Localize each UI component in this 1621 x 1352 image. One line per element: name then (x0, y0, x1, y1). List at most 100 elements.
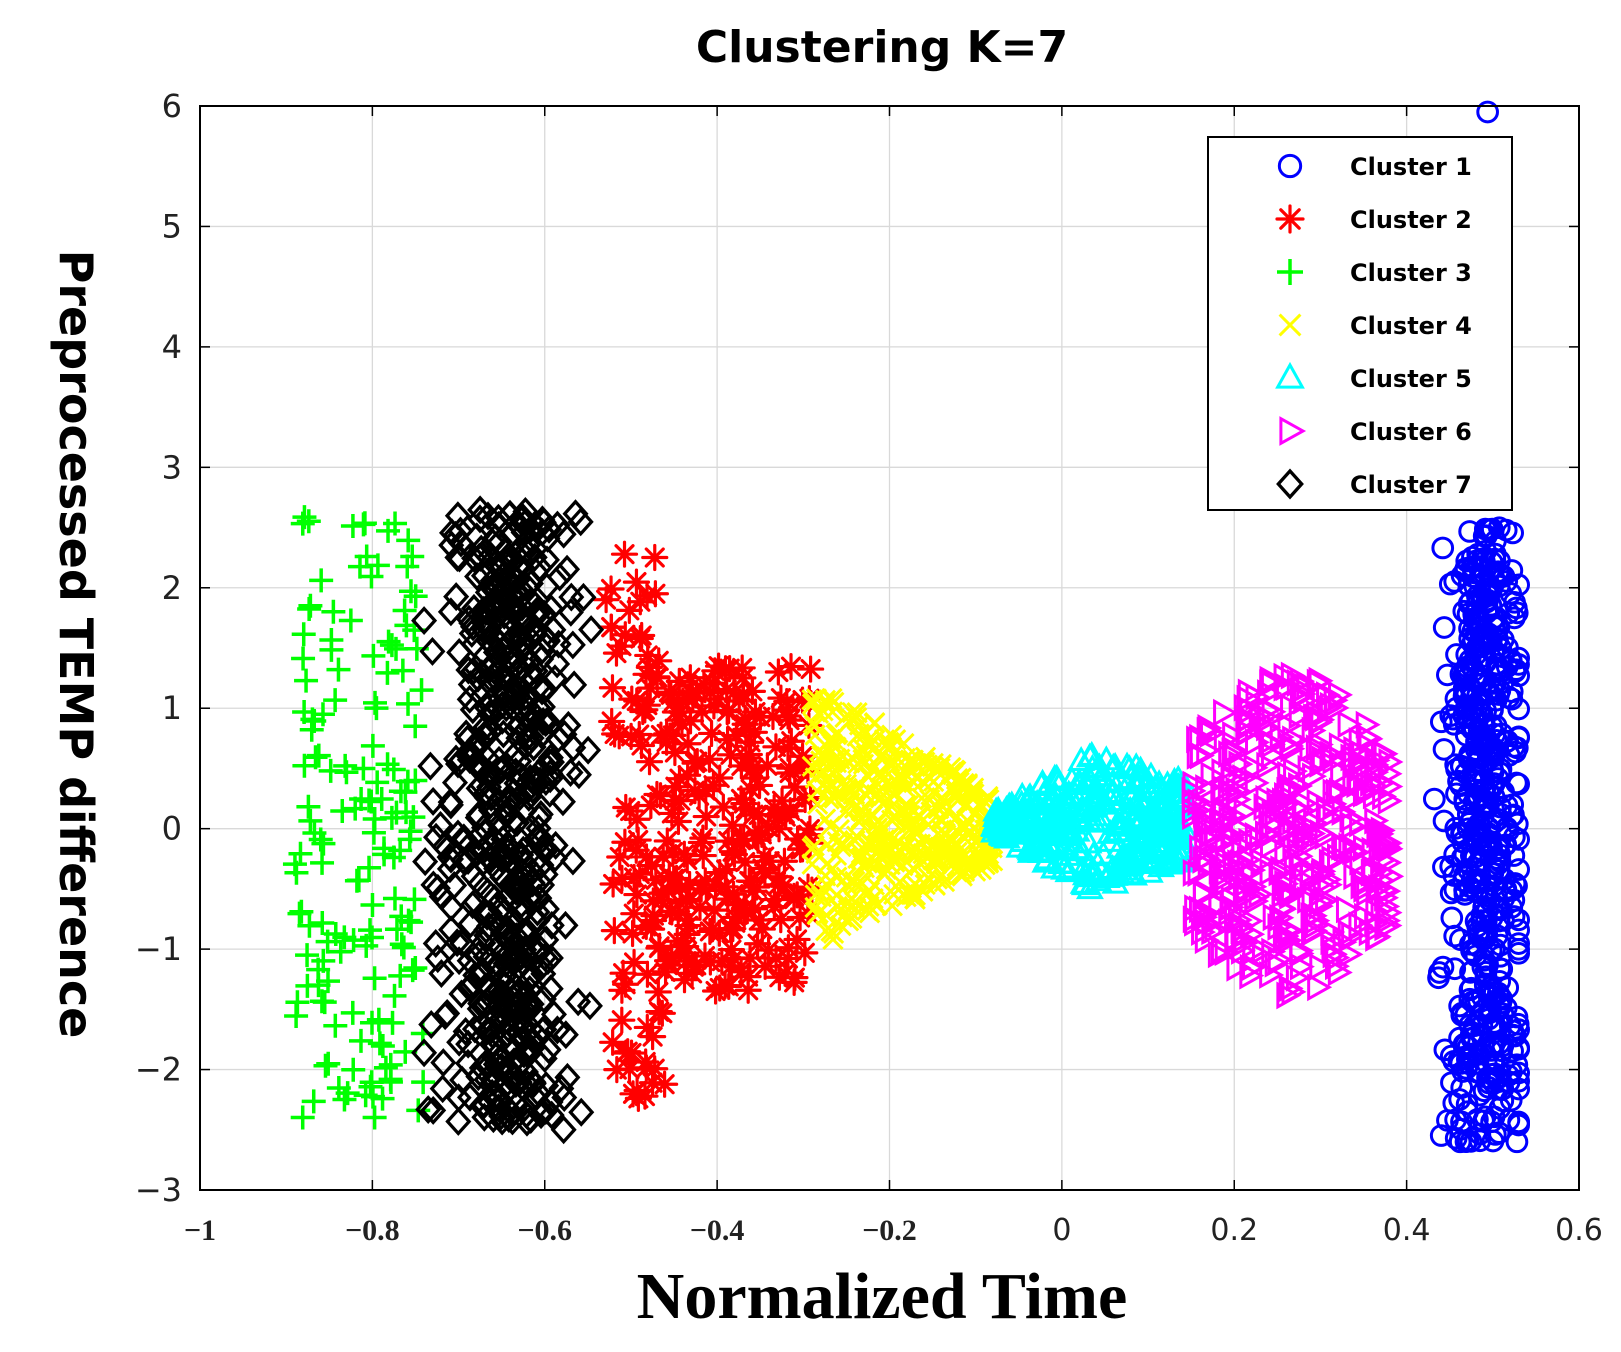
marker-stroke (650, 724, 672, 746)
marker (1280, 693, 1306, 722)
marker (1039, 821, 1067, 847)
marker (1314, 822, 1340, 851)
marker (1483, 1123, 1507, 1146)
marker (311, 948, 336, 973)
marker (417, 751, 444, 781)
marker (1156, 839, 1184, 865)
marker (338, 608, 363, 633)
marker (1303, 808, 1329, 837)
marker (388, 963, 413, 988)
marker (383, 511, 408, 536)
marker (318, 758, 343, 783)
marker (815, 904, 838, 926)
marker (357, 855, 382, 880)
marker (1466, 851, 1490, 875)
marker (359, 1010, 384, 1035)
marker (380, 1010, 405, 1035)
marker (323, 1013, 348, 1038)
marker-stroke (735, 747, 757, 769)
y-tick-label: 4 (162, 328, 182, 366)
marker (296, 509, 321, 534)
marker (1301, 919, 1327, 947)
marker (930, 825, 953, 848)
marker (296, 794, 321, 819)
x-axis-label: Normalized Time (637, 1260, 1128, 1333)
marker (330, 799, 355, 824)
marker (1494, 877, 1518, 901)
legend-entry: Cluster 3 (1277, 259, 1472, 287)
marker-stroke (611, 1010, 632, 1031)
marker (503, 876, 530, 906)
marker (1471, 645, 1494, 669)
marker (1275, 204, 1305, 234)
marker (1457, 574, 1481, 598)
marker (825, 884, 848, 906)
marker (1338, 832, 1364, 861)
marker-stroke (779, 762, 800, 784)
marker-stroke (609, 846, 630, 868)
marker (1220, 821, 1246, 850)
x-tick-label: −0.6 (517, 1214, 572, 1247)
marker (1502, 905, 1526, 928)
marker (647, 721, 675, 749)
marker (465, 800, 492, 830)
marker (420, 1095, 447, 1125)
marker (1487, 574, 1511, 598)
marker-stroke (674, 969, 695, 990)
marker (1239, 953, 1265, 982)
marker (699, 771, 728, 799)
marker (557, 758, 584, 787)
marker (1454, 556, 1478, 580)
marker (461, 543, 488, 573)
marker-stroke (774, 851, 795, 872)
marker (992, 817, 1021, 843)
marker (443, 582, 470, 612)
marker (510, 999, 537, 1029)
marker-stroke (626, 809, 648, 830)
marker (1431, 955, 1455, 979)
marker (697, 719, 726, 748)
marker (933, 870, 956, 893)
marker (1278, 313, 1302, 337)
marker (1237, 678, 1263, 707)
marker (599, 1028, 627, 1056)
marker (487, 628, 514, 658)
marker (479, 528, 506, 558)
marker (816, 852, 839, 875)
marker (290, 1105, 315, 1130)
marker-stroke (713, 796, 734, 818)
marker (351, 756, 376, 781)
marker (1356, 778, 1382, 807)
marker-stroke (716, 679, 737, 700)
marker (1442, 712, 1466, 736)
marker (1366, 922, 1392, 951)
marker (1448, 1026, 1471, 1050)
marker (664, 706, 692, 734)
marker (1374, 883, 1400, 912)
marker (764, 871, 793, 899)
marker (1309, 952, 1335, 981)
marker (464, 562, 491, 591)
marker (474, 577, 501, 607)
marker (1480, 741, 1504, 765)
marker (316, 1051, 341, 1076)
marker (446, 946, 473, 976)
marker (601, 720, 629, 748)
marker (290, 511, 315, 536)
marker (576, 991, 603, 1021)
marker (1307, 973, 1333, 1002)
marker-stroke (764, 797, 785, 818)
marker (719, 880, 748, 908)
marker-stroke (648, 1001, 670, 1022)
marker (1443, 878, 1467, 902)
marker-stroke (696, 806, 717, 827)
marker (858, 902, 881, 924)
marker (598, 674, 627, 702)
marker (389, 932, 414, 957)
marker-stroke (723, 884, 744, 905)
marker (442, 744, 470, 774)
marker-stroke (606, 1059, 627, 1080)
marker (529, 676, 556, 706)
marker (505, 1051, 532, 1081)
marker (486, 527, 513, 557)
